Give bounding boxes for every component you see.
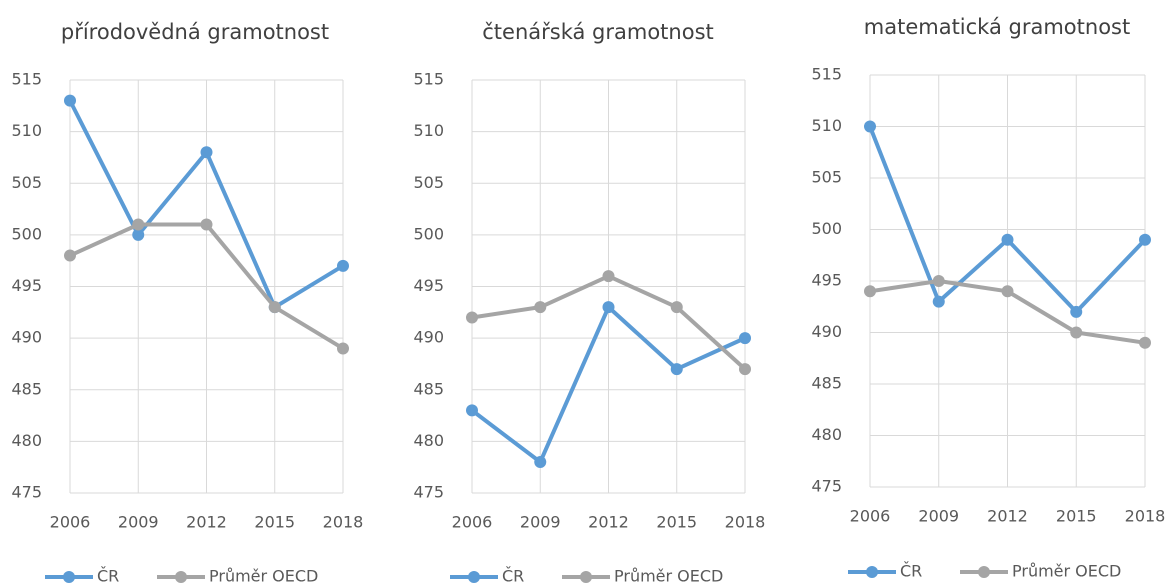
point [739,332,751,345]
chart-title: přírodovědná gramotnost [61,20,329,44]
x-tick-label: 2018 [323,513,364,532]
point [602,270,615,283]
point [1001,233,1014,246]
x-tick-label: 2009 [520,513,561,532]
y-tick-label: 505 [11,173,42,192]
y-tick-label: 510 [811,116,842,135]
y-tick-label: 490 [811,322,842,341]
point [670,363,683,376]
x-tick-label: 2012 [987,507,1028,526]
y-tick-label: 495 [413,276,444,295]
point [670,301,683,314]
point [739,363,751,376]
y-tick-label: 500 [11,224,42,243]
point [337,259,349,272]
point [268,301,281,314]
y-tick-label: 475 [11,483,42,502]
legend-label: Průměr OECD [1012,562,1121,581]
y-tick-label: 515 [811,65,842,84]
legend-marker [978,566,990,578]
x-tick-label: 2006 [850,507,891,526]
point [1070,305,1083,318]
y-tick-label: 510 [11,121,42,140]
legend-label: ČR [900,562,922,581]
y-tick-label: 495 [811,271,842,290]
point [602,301,615,314]
y-tick-label: 515 [11,70,42,89]
x-tick-label: 2012 [186,513,227,532]
chart-title: matematická gramotnost [864,15,1130,39]
point [534,301,547,314]
x-tick-label: 2012 [588,513,629,532]
point [200,218,213,231]
y-tick-label: 495 [11,276,42,295]
point [534,456,547,469]
y-tick-label: 485 [413,379,444,398]
x-tick-label: 2009 [118,513,159,532]
x-tick-label: 2006 [452,513,493,532]
y-tick-label: 475 [413,483,444,502]
point [864,285,876,298]
y-tick-label: 490 [11,328,42,347]
x-tick-label: 2015 [656,513,697,532]
y-tick-label: 475 [811,477,842,496]
point [466,311,478,324]
point [132,228,145,241]
point [132,218,145,231]
chart-title: čtenářská gramotnost [482,20,714,44]
point [64,249,76,262]
legend-label: Průměr OECD [614,567,723,586]
point [1139,233,1151,246]
point [200,146,213,159]
x-tick-label: 2018 [725,513,766,532]
y-tick-label: 480 [413,431,444,450]
y-tick-label: 500 [413,224,444,243]
x-tick-label: 2015 [1056,507,1097,526]
y-tick-label: 485 [11,379,42,398]
x-tick-label: 2018 [1125,507,1166,526]
y-tick-label: 500 [811,219,842,238]
point [932,275,945,287]
y-tick-label: 510 [413,121,444,140]
point [64,94,76,107]
y-tick-label: 490 [413,328,444,347]
legend-label: ČR [97,567,119,586]
x-tick-label: 2015 [254,513,295,532]
legend-marker [468,571,480,583]
y-tick-label: 480 [11,431,42,450]
legend-marker [175,571,187,583]
legend-label: ČR [502,567,524,586]
point [1001,285,1014,298]
point [1139,336,1151,349]
y-tick-label: 505 [413,173,444,192]
y-tick-label: 485 [811,374,842,393]
x-tick-label: 2009 [918,507,959,526]
point [864,120,876,133]
point [932,295,945,308]
point [466,404,478,417]
point [337,342,349,355]
legend-label: Průměr OECD [209,567,318,586]
x-tick-label: 2006 [50,513,91,532]
y-tick-label: 515 [413,70,444,89]
legend-marker [63,571,75,583]
y-tick-label: 480 [811,425,842,444]
legend-marker [866,566,878,578]
point [1070,326,1083,339]
y-tick-label: 505 [811,168,842,187]
legend-marker [580,571,592,583]
